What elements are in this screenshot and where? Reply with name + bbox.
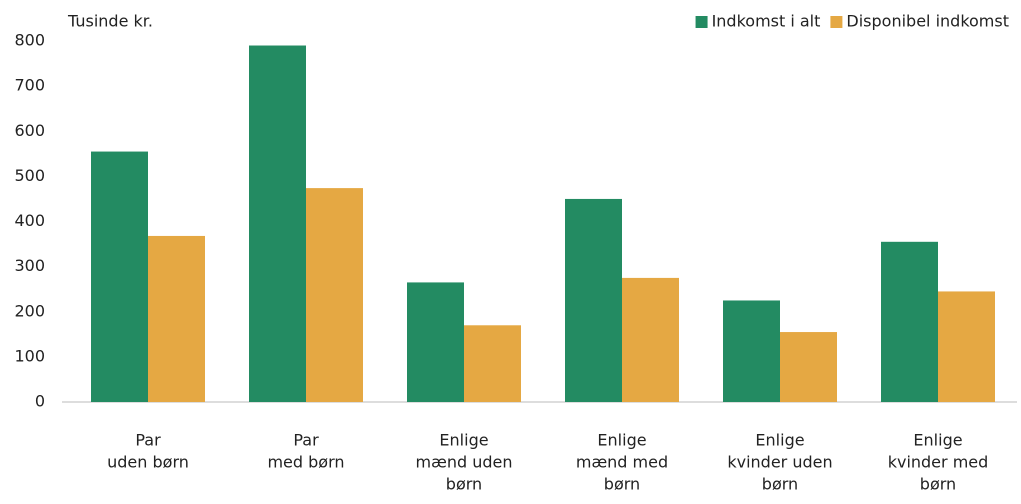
legend-label: Disponibel indkomst [846,12,1009,31]
x-tick-label: Enlige [755,431,804,450]
bar [249,45,306,402]
x-tick-label: børn [762,475,798,494]
y-tick-label: 700 [14,76,45,95]
bar [881,241,938,402]
bar [306,188,363,402]
legend-label: Indkomst i alt [712,12,821,31]
x-tick-label: med børn [267,453,344,472]
x-tick-label: mænd uden [416,453,513,472]
bar [464,325,521,402]
x-tick-label: Par [293,431,319,450]
bar [622,277,679,402]
x-tick-label: Enlige [913,431,962,450]
y-tick-label: 300 [14,256,45,275]
x-tick-label: uden børn [107,453,189,472]
y-tick-label: 800 [14,31,45,50]
bar [565,198,622,402]
bar [407,282,464,402]
y-tick-label: 100 [14,346,45,365]
x-tick-label: kvinder uden [727,453,832,472]
x-tick-label: Enlige [597,431,646,450]
bar [938,291,995,402]
x-tick-label: børn [446,475,482,494]
x-tick-label: Enlige [439,431,488,450]
y-tick-label: 400 [14,211,45,230]
bar [723,300,780,402]
axis-label: Tusinde kr. [67,12,153,31]
bar [780,332,837,402]
x-tick-label: mænd med [576,453,668,472]
bar [148,235,205,402]
legend-swatch [830,16,843,28]
bar [91,151,148,402]
x-tick-label: kvinder med [888,453,989,472]
x-tick-label: Par [135,431,161,450]
x-tick-label: børn [604,475,640,494]
y-tick-label: 500 [14,166,45,185]
y-tick-label: 600 [14,121,45,140]
x-tick-label: børn [920,475,956,494]
legend-swatch [695,16,708,28]
y-tick-label: 200 [14,301,45,320]
y-tick-label: 0 [35,392,45,411]
